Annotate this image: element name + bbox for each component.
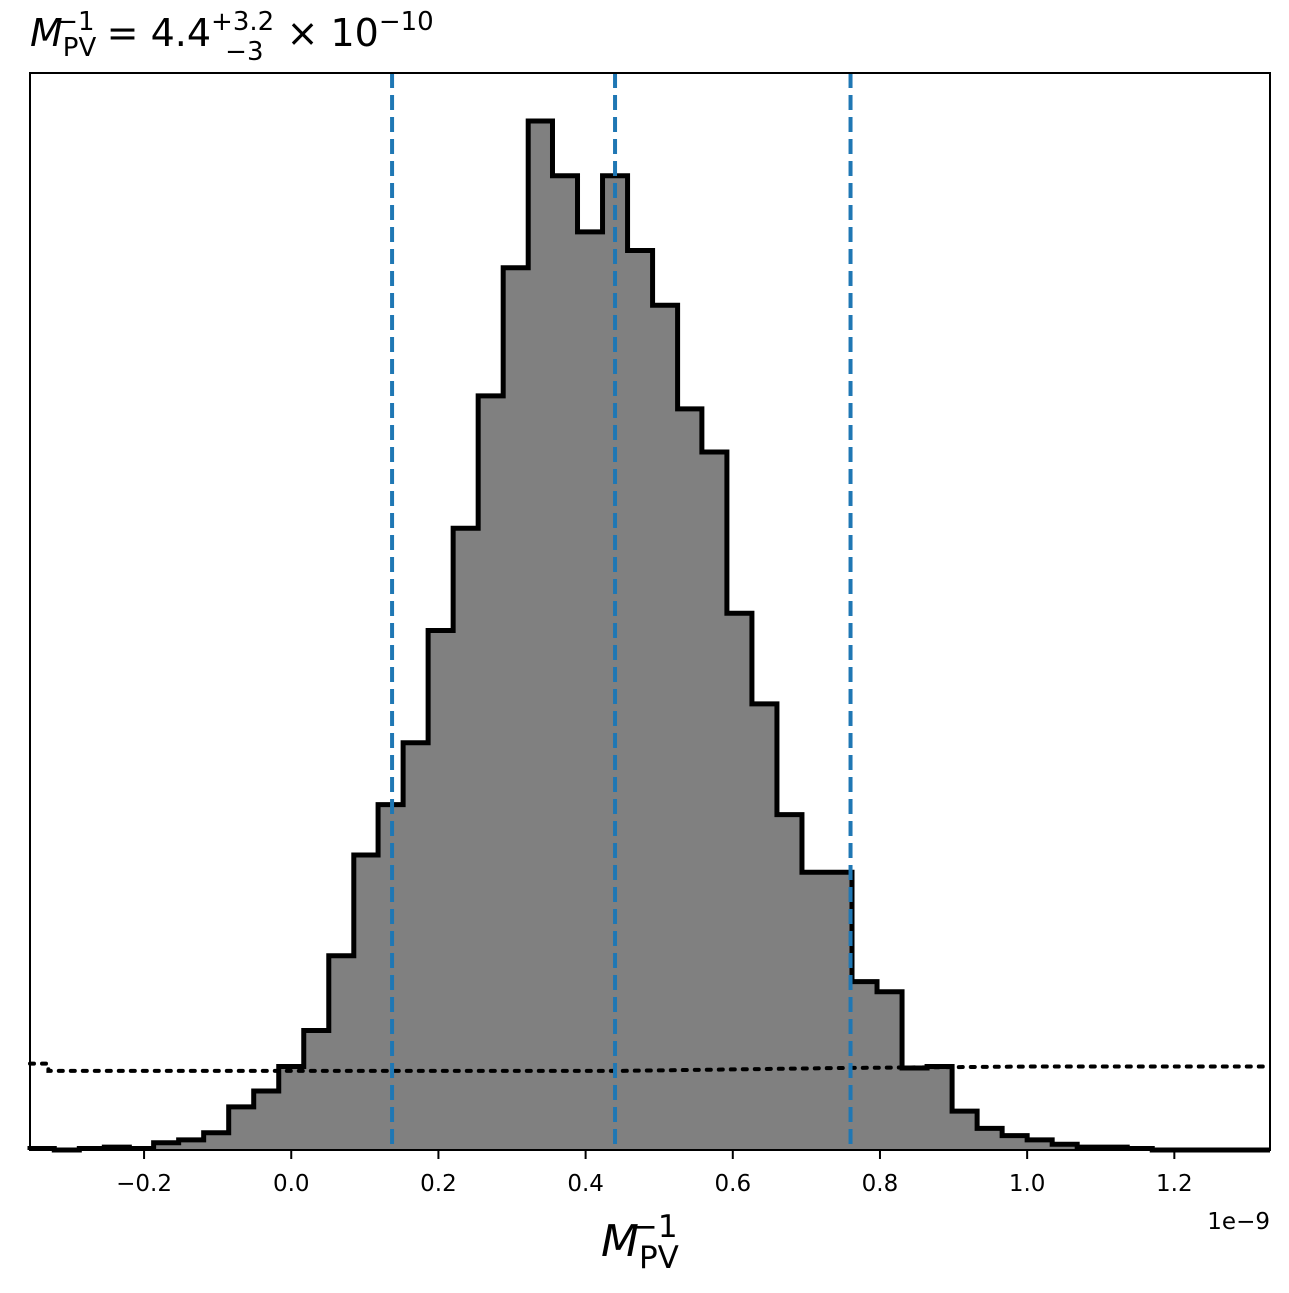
histogram-bar xyxy=(1027,1139,1053,1150)
histogram-bar xyxy=(726,613,753,1150)
histogram-bar xyxy=(552,175,579,1150)
x-axis-label: MPV−1 xyxy=(601,1209,679,1276)
histogram-bar xyxy=(826,872,853,1150)
x-tick-label: 1.0 xyxy=(1009,1171,1046,1197)
title-subscript: PV xyxy=(63,33,97,63)
histogram-bar xyxy=(278,1066,305,1150)
x-tick-label: 0.6 xyxy=(715,1171,752,1197)
histogram-bar xyxy=(328,955,355,1150)
histogram-bar xyxy=(652,305,679,1150)
histogram-bar xyxy=(303,1030,330,1150)
histogram-bar xyxy=(453,528,479,1150)
histogram-outline-group xyxy=(27,118,1270,1153)
histogram-bar xyxy=(1052,1144,1078,1150)
prior-line xyxy=(28,1061,1272,1073)
histogram-bar xyxy=(877,991,903,1150)
histogram-outline xyxy=(27,118,1270,1153)
histogram-bar xyxy=(253,1090,280,1150)
histogram-bar xyxy=(1002,1135,1028,1150)
histogram-bar xyxy=(776,814,803,1150)
histogram-bar xyxy=(627,250,654,1150)
xlabel-superscript: −1 xyxy=(632,1209,678,1245)
histogram-bar xyxy=(228,1106,255,1150)
histogram-bar xyxy=(701,452,728,1151)
histogram-bar xyxy=(902,1067,928,1150)
x-offset-label: 1e−9 xyxy=(1207,1209,1270,1235)
histogram-bar xyxy=(677,408,703,1150)
x-tick-label: 0.4 xyxy=(567,1171,604,1197)
x-tick-label: 1.2 xyxy=(1156,1171,1193,1197)
histogram-bar xyxy=(801,872,828,1150)
histogram-bar xyxy=(153,1142,180,1150)
histogram-bar xyxy=(203,1132,230,1150)
histogram-bar xyxy=(478,395,504,1150)
histogram-bar xyxy=(428,630,454,1150)
histogram-bar xyxy=(751,703,778,1150)
x-tick-label: 0.2 xyxy=(420,1171,457,1197)
x-tick-label: 0.0 xyxy=(273,1171,310,1197)
title-superscript: −1 xyxy=(56,7,94,37)
x-axis-ticks: −0.2 0.0 0.2 0.4 0.6 0.8 1.0 1.2 xyxy=(116,1150,1193,1197)
title-exponent: −10 xyxy=(379,7,434,37)
xlabel-symbol: M xyxy=(601,1216,639,1267)
title-err-minus: −3 xyxy=(225,37,263,67)
chart-title: MPV−1 = 4.4+3.2 −3 × 10−10 xyxy=(30,7,434,67)
prior-line-group xyxy=(28,1061,1272,1073)
histogram-bar xyxy=(503,267,529,1150)
histogram-bar xyxy=(178,1139,205,1150)
histogram-bar xyxy=(977,1128,1003,1150)
histogram-bar xyxy=(353,854,379,1150)
histogram-bar xyxy=(528,121,553,1150)
axes-frame xyxy=(29,72,1271,1151)
title-err-plus: +3.2 xyxy=(211,7,274,37)
quantile-lines xyxy=(390,73,853,1150)
histogram-bar xyxy=(577,231,604,1151)
histogram-bar xyxy=(927,1066,953,1150)
xlabel-subscript: PV xyxy=(639,1240,679,1276)
x-tick-label: −0.2 xyxy=(116,1171,172,1197)
histogram-bars xyxy=(30,121,1153,1151)
histogram-bar xyxy=(952,1111,978,1150)
title-multiplier: × 10 xyxy=(275,11,379,55)
title-symbol: M xyxy=(30,11,63,55)
histogram-bar xyxy=(403,742,429,1150)
title-equals: = 4.4 xyxy=(95,11,211,55)
x-tick-label: 0.8 xyxy=(862,1171,899,1197)
